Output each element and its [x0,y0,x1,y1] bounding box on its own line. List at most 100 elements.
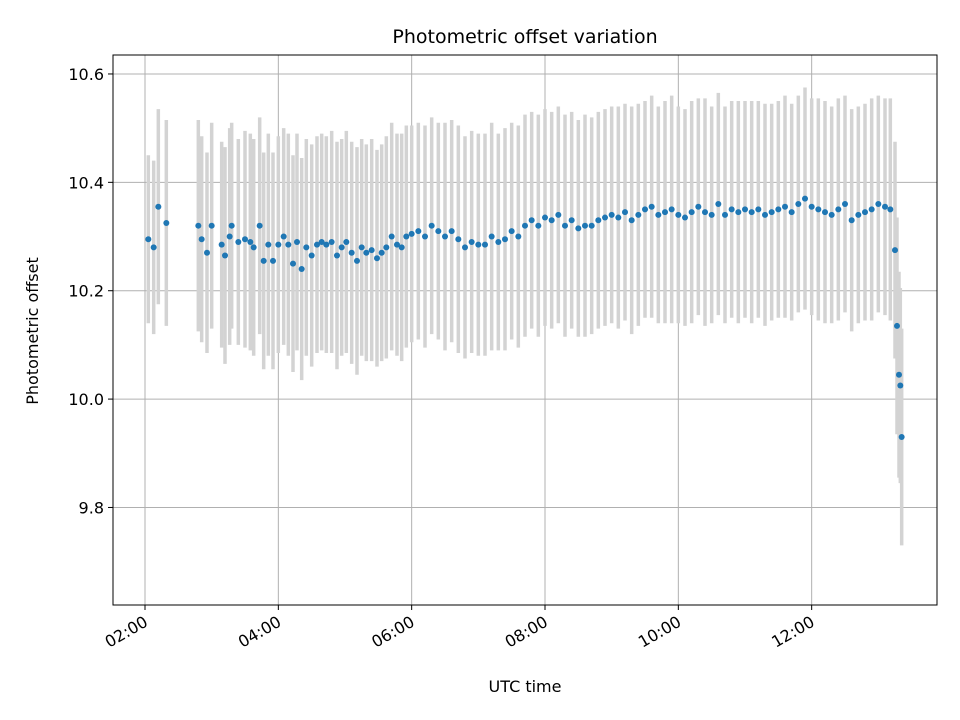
data-point [882,203,888,210]
data-point [702,209,708,216]
data-point [892,247,898,254]
data-point [150,244,157,251]
data-point [275,241,282,248]
data-point [250,244,257,251]
data-point [256,222,263,229]
data-point [568,217,575,224]
data-point [368,247,375,254]
data-point [388,233,395,240]
y-tick-label: 10.2 [68,282,104,301]
data-points [145,195,905,441]
data-point [695,203,702,210]
data-point [628,217,635,224]
y-tick-label: 10.6 [68,65,104,84]
data-point [728,206,735,213]
data-point [822,209,828,216]
data-point [442,233,448,240]
data-point [502,236,508,243]
data-point [145,236,152,243]
data-point [328,238,335,245]
data-point [383,244,390,251]
x-axis-label: UTC time [489,677,562,696]
data-point [242,236,248,243]
data-point [475,241,482,248]
data-point [374,255,380,262]
data-point [338,244,345,251]
data-point [795,201,802,208]
data-point [897,382,904,389]
data-point [398,244,405,251]
data-point [682,214,688,221]
data-point [195,222,202,229]
data-point [378,249,385,256]
data-point [815,206,822,213]
data-point [595,217,602,224]
data-point [435,228,442,235]
data-point [415,228,422,235]
data-point [303,244,310,251]
data-point [635,211,642,218]
data-point [655,211,662,218]
y-tick-label: 10.4 [68,173,104,192]
data-point [354,257,360,264]
data-point [290,260,296,267]
data-point [343,238,350,245]
data-point [334,252,340,259]
data-point [448,228,455,235]
chart-title: Photometric offset variation [392,26,657,48]
data-point [668,206,675,213]
data-point [742,206,748,213]
data-point [323,241,330,248]
data-point [155,203,162,210]
data-point [788,209,795,216]
y-axis-ticks: 9.8 10.0 10.2 10.4 10.6 [68,65,113,517]
data-point [408,230,415,237]
data-point [762,211,768,218]
data-point [642,206,648,213]
data-point [515,233,522,240]
data-point [842,201,848,208]
data-point [582,222,588,229]
data-point [555,211,562,218]
data-point [265,241,272,248]
data-point [204,249,210,256]
data-point [548,217,555,224]
data-point [894,322,900,329]
data-point [898,434,905,441]
data-point [855,211,862,218]
data-point [575,225,582,232]
data-point [562,222,568,229]
data-point [622,209,628,216]
data-point [468,238,475,245]
data-point [828,211,835,218]
data-point [218,241,225,248]
data-point [314,241,320,248]
data-point [488,233,495,240]
data-point [280,233,287,240]
data-point [735,209,742,216]
y-axis-label: Photometric offset [23,257,42,405]
data-point [235,238,242,245]
data-point [428,222,435,229]
data-point [260,257,267,264]
data-point [875,201,882,208]
data-point [896,371,902,378]
data-point [455,236,462,243]
data-point [308,252,315,259]
data-point [662,209,668,216]
data-point [608,211,615,218]
data-point [528,217,535,224]
data-point [755,206,762,213]
data-point [394,241,400,248]
data-point [403,233,410,240]
y-tick-label: 9.8 [79,498,104,517]
data-point [363,249,370,256]
data-point [508,228,515,235]
data-point [675,211,682,218]
y-tick-label: 10.0 [68,390,104,409]
data-point [358,244,365,251]
data-point [775,206,782,213]
data-point [708,211,715,218]
data-point [602,214,608,221]
data-point [462,244,468,251]
